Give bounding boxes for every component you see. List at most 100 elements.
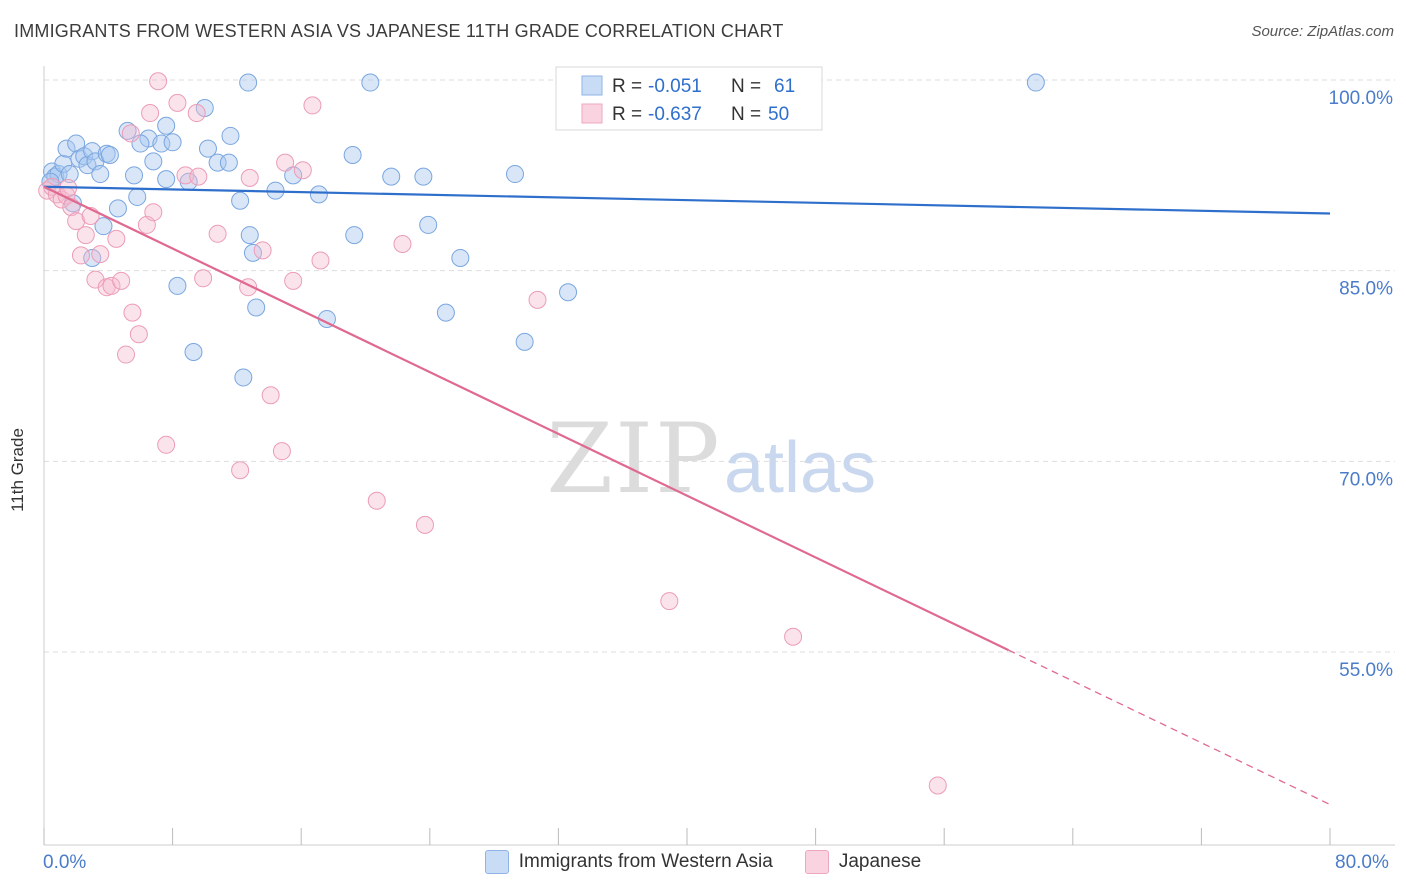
point-immigrants (559, 283, 578, 302)
watermark-atlas: atlas (724, 428, 876, 508)
legend-top: R = -0.051 N = 61 R = -0.637 N = 50 (555, 66, 823, 131)
point-japanese (144, 203, 163, 222)
point-immigrants (157, 116, 176, 135)
chart-title: IMMIGRANTS FROM WESTERN ASIA VS JAPANESE… (14, 21, 784, 41)
x-tick-label-min: 0.0% (43, 852, 87, 873)
point-japanese (141, 104, 160, 123)
point-immigrants (100, 145, 119, 164)
legend-swatch-pink (581, 103, 603, 124)
point-japanese (284, 271, 303, 290)
watermark-zip: ZIP (546, 403, 721, 515)
legend-label-japanese: Japanese (838, 851, 922, 872)
point-immigrants (343, 145, 362, 164)
point-immigrants (157, 170, 176, 189)
point-japanese (261, 386, 280, 405)
point-immigrants (231, 191, 250, 210)
point-immigrants (219, 153, 238, 172)
legend-label-immigrants: Immigrants from Western Asia (518, 851, 773, 872)
point-immigrants (57, 139, 76, 158)
point-immigrants (184, 343, 203, 362)
point-japanese (121, 124, 140, 143)
point-immigrants (361, 73, 380, 92)
y-tick-label: 100.0% (1329, 88, 1394, 109)
legend-r-value-2: -0.637 (648, 104, 702, 125)
point-japanese (112, 271, 131, 290)
point-japanese (194, 269, 213, 288)
point-immigrants (414, 167, 433, 186)
point-immigrants (419, 215, 438, 234)
point-immigrants (382, 167, 401, 186)
point-japanese (293, 161, 312, 180)
legend-swatch-blue (581, 75, 603, 96)
point-japanese (102, 276, 121, 295)
point-japanese (415, 515, 434, 534)
point-japanese (276, 153, 295, 172)
point-japanese (149, 72, 168, 91)
point-immigrants (144, 152, 163, 171)
point-immigrants (91, 165, 110, 184)
source-label: Source: ZipAtlas.com (1251, 23, 1394, 40)
point-japanese (303, 96, 322, 115)
point-immigrants (1026, 73, 1045, 92)
series-immigrants-western-asia (41, 72, 1045, 387)
point-immigrants (309, 185, 328, 204)
point-immigrants (60, 165, 79, 184)
legend-item-immigrants: Immigrants from Western Asia (484, 850, 773, 874)
legend-swatch-immigrants (484, 850, 509, 874)
point-immigrants (234, 368, 253, 387)
point-japanese (168, 93, 187, 112)
point-immigrants (54, 154, 73, 173)
point-japanese (393, 234, 412, 253)
point-immigrants (163, 133, 182, 152)
legend-swatch-japanese (804, 850, 829, 874)
point-japanese (176, 166, 195, 185)
point-japanese (91, 245, 110, 264)
legend-r-value-1: -0.051 (648, 76, 702, 97)
point-immigrants (451, 248, 470, 267)
axes (43, 66, 1395, 846)
point-japanese (928, 776, 947, 795)
point-japanese (240, 168, 259, 187)
y-tick-label: 70.0% (1339, 469, 1393, 490)
point-japanese (71, 246, 90, 265)
legend-n-label-1: N = (731, 76, 761, 97)
trend-lines (43, 185, 1331, 806)
point-japanese (67, 212, 86, 231)
point-japanese (253, 241, 272, 260)
point-japanese (660, 592, 679, 611)
x-tick-label-max: 80.0% (1335, 852, 1389, 873)
point-japanese (208, 224, 227, 243)
point-immigrants (125, 166, 144, 185)
point-japanese (107, 229, 126, 248)
point-japanese (116, 345, 135, 364)
point-japanese (784, 627, 803, 646)
point-immigrants (83, 142, 102, 161)
watermark: ZIP atlas (546, 403, 876, 515)
point-immigrants (128, 187, 147, 206)
legend-r-label-1: R = (612, 76, 642, 97)
point-immigrants (345, 226, 364, 245)
point-japanese (189, 167, 208, 186)
y-tick-label: 85.0% (1339, 279, 1393, 300)
point-immigrants (247, 298, 266, 317)
y-tick-labels: 55.0% 70.0% 85.0% 100.0% (1329, 88, 1394, 681)
point-japanese (76, 226, 95, 245)
point-japanese (528, 290, 547, 309)
point-japanese (157, 435, 176, 454)
point-immigrants (46, 167, 65, 186)
point-japanese (272, 442, 291, 461)
trend-line-immigrants (43, 185, 1331, 215)
point-immigrants (94, 217, 113, 236)
trend-line-japanese (43, 185, 1009, 652)
point-japanese (123, 303, 142, 322)
legend-n-value-2: 50 (768, 104, 789, 125)
point-immigrants (108, 199, 127, 218)
legend-bottom: Immigrants from Western Asia Japanese (0, 850, 1406, 874)
point-immigrants (505, 165, 524, 184)
point-japanese (187, 104, 206, 123)
point-japanese (311, 251, 330, 270)
point-immigrants (239, 73, 258, 92)
grid-lines (44, 79, 1395, 653)
legend-n-value-1: 61 (774, 76, 795, 97)
